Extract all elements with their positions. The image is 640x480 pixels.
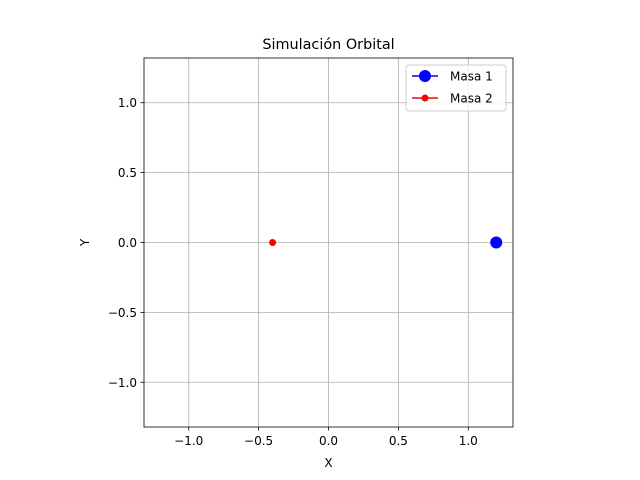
plot-frame xyxy=(143,57,514,428)
data-points xyxy=(269,236,503,249)
y-tick-label: −0.5 xyxy=(108,306,137,320)
axis-ticks: −1.0 −0.5 0.0 0.5 1.0 −1.0 −0.5 0.0 0.5 1.0 xyxy=(108,96,478,448)
x-tick-label: −0.5 xyxy=(244,434,273,448)
legend-entry-masa-1: Masa 1 xyxy=(412,70,493,84)
x-tick-label: 0.5 xyxy=(389,434,408,448)
legend-label-masa-1: Masa 1 xyxy=(450,70,493,84)
legend-entry-masa-2: Masa 2 xyxy=(412,92,493,106)
chart-title: Simulación Orbital xyxy=(262,37,394,53)
legend-marker-masa-1 xyxy=(419,70,431,82)
y-tick-label: 1.0 xyxy=(118,96,137,110)
x-tick-label: 0.0 xyxy=(319,434,338,448)
legend-label-masa-2: Masa 2 xyxy=(450,92,493,106)
legend: Masa 1 Masa 2 xyxy=(405,64,507,112)
x-axis-label: X xyxy=(324,456,332,470)
point-masa-2 xyxy=(269,239,277,246)
y-tick-label: 0.0 xyxy=(118,236,137,250)
y-tick-label: 0.5 xyxy=(118,166,137,180)
x-tick-label: −1.0 xyxy=(174,434,203,448)
legend-marker-masa-2 xyxy=(421,94,429,102)
y-tick-label: −1.0 xyxy=(108,376,137,390)
x-tick-label: 1.0 xyxy=(459,434,478,448)
y-axis-label: Y xyxy=(78,238,92,247)
point-masa-1 xyxy=(490,236,503,249)
